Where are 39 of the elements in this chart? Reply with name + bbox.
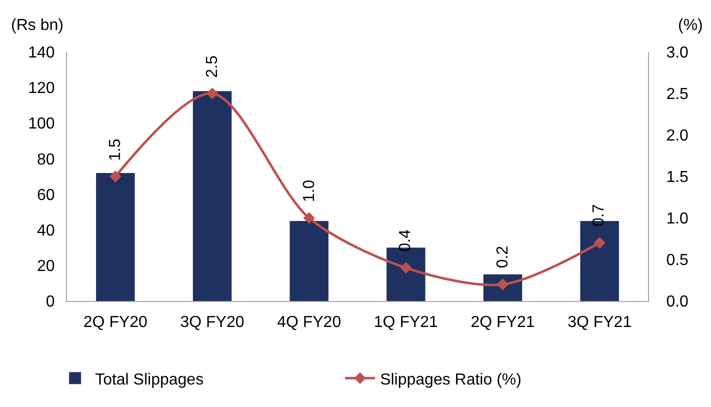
point	[400, 262, 412, 274]
x-tick-label: 1Q FY21	[374, 314, 438, 332]
x-tick-label: 2Q FY21	[470, 314, 535, 332]
y2-tick-label: 0.5	[666, 252, 689, 270]
point	[206, 88, 218, 100]
data-label: 1.0	[301, 180, 318, 202]
y-tick-label: 140	[28, 44, 55, 62]
x-tick-label: 2Q FY20	[83, 314, 148, 332]
data-label: 1.5	[106, 138, 124, 161]
y2-tick-label: 0.0	[666, 294, 689, 311]
legend-label: Slippages Ratio (%)	[380, 371, 522, 388]
data-label: 2.5	[204, 55, 221, 78]
data-label: 0.2	[494, 246, 512, 268]
point	[303, 212, 315, 224]
y-tick-label: 20	[37, 258, 55, 276]
y-tick-label: 40	[37, 222, 55, 240]
bar	[290, 220, 328, 301]
legend-label: Total Slippages	[95, 371, 204, 388]
y2-tick-label: 2.0	[666, 128, 689, 145]
bar	[96, 172, 135, 301]
y2-axis-title: (%)	[678, 17, 703, 34]
y2-tick-label: 3.0	[666, 44, 689, 62]
y2-tick-label: 1.5	[666, 169, 689, 186]
bar	[192, 91, 232, 301]
y-tick-label: 120	[28, 80, 55, 98]
point	[110, 170, 122, 182]
x-tick-label: 3Q FY20	[180, 314, 244, 332]
x-tick-label: 3Q FY21	[568, 314, 632, 332]
point	[594, 237, 606, 249]
data-label: 0.4	[397, 229, 414, 252]
y-tick-label: 60	[37, 186, 55, 204]
y-tick-label: 0	[46, 294, 55, 311]
x-tick-label: 4Q FY20	[277, 314, 342, 332]
y2-tick-label: 1.0	[666, 210, 689, 228]
y-axis-title: (Rs bn)	[11, 17, 64, 34]
y-tick-label: 80	[37, 151, 55, 168]
data-label: 0.7	[590, 204, 608, 226]
y-tick-label: 100	[28, 116, 55, 133]
y2-tick-label: 2.5	[666, 86, 689, 104]
